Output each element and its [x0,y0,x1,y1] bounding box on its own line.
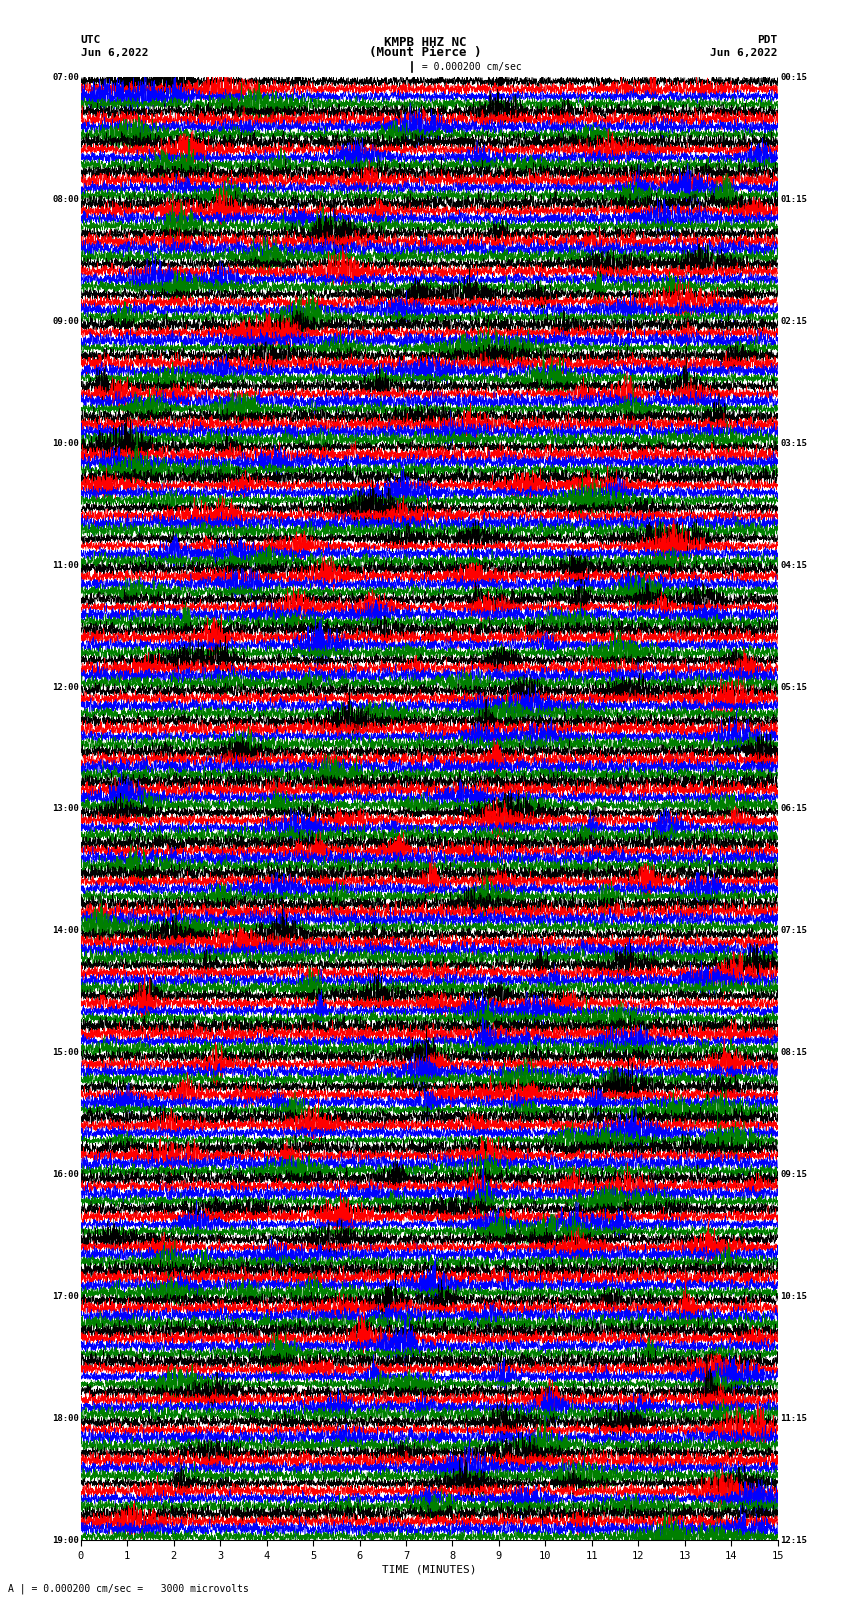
Text: 06:15: 06:15 [780,805,808,813]
Text: A | = 0.000200 cm/sec =   3000 microvolts: A | = 0.000200 cm/sec = 3000 microvolts [8,1582,249,1594]
Text: 01:15: 01:15 [780,195,808,203]
Text: 00:15: 00:15 [780,73,808,82]
Text: KMPB HHZ NC: KMPB HHZ NC [383,35,467,50]
Text: 10:00: 10:00 [52,439,79,448]
Text: 14:00: 14:00 [52,926,79,936]
Text: 04:15: 04:15 [780,561,808,569]
Text: 10:15: 10:15 [780,1292,808,1302]
Text: 11:15: 11:15 [780,1415,808,1423]
X-axis label: TIME (MINUTES): TIME (MINUTES) [382,1565,477,1574]
Text: 09:15: 09:15 [780,1169,808,1179]
Text: PDT: PDT [757,35,778,45]
Text: 19:00: 19:00 [52,1536,79,1545]
Text: 17:00: 17:00 [52,1292,79,1302]
Text: 09:00: 09:00 [52,316,79,326]
Text: 08:00: 08:00 [52,195,79,203]
Text: 11:00: 11:00 [52,561,79,569]
Text: (Mount Pierce ): (Mount Pierce ) [369,45,481,58]
Text: 15:00: 15:00 [52,1048,79,1057]
Text: 05:15: 05:15 [780,682,808,692]
Text: 07:15: 07:15 [780,926,808,936]
Text: 18:00: 18:00 [52,1415,79,1423]
Text: Jun 6,2022: Jun 6,2022 [711,48,778,58]
Text: 12:00: 12:00 [52,682,79,692]
Text: = 0.000200 cm/sec: = 0.000200 cm/sec [416,61,522,73]
Text: 16:00: 16:00 [52,1169,79,1179]
Text: UTC: UTC [81,35,101,45]
Text: 12:15: 12:15 [780,1536,808,1545]
Text: 02:15: 02:15 [780,316,808,326]
Text: Jun 6,2022: Jun 6,2022 [81,48,148,58]
Text: 08:15: 08:15 [780,1048,808,1057]
Text: 13:00: 13:00 [52,805,79,813]
Text: 03:15: 03:15 [780,439,808,448]
Text: 07:00: 07:00 [52,73,79,82]
